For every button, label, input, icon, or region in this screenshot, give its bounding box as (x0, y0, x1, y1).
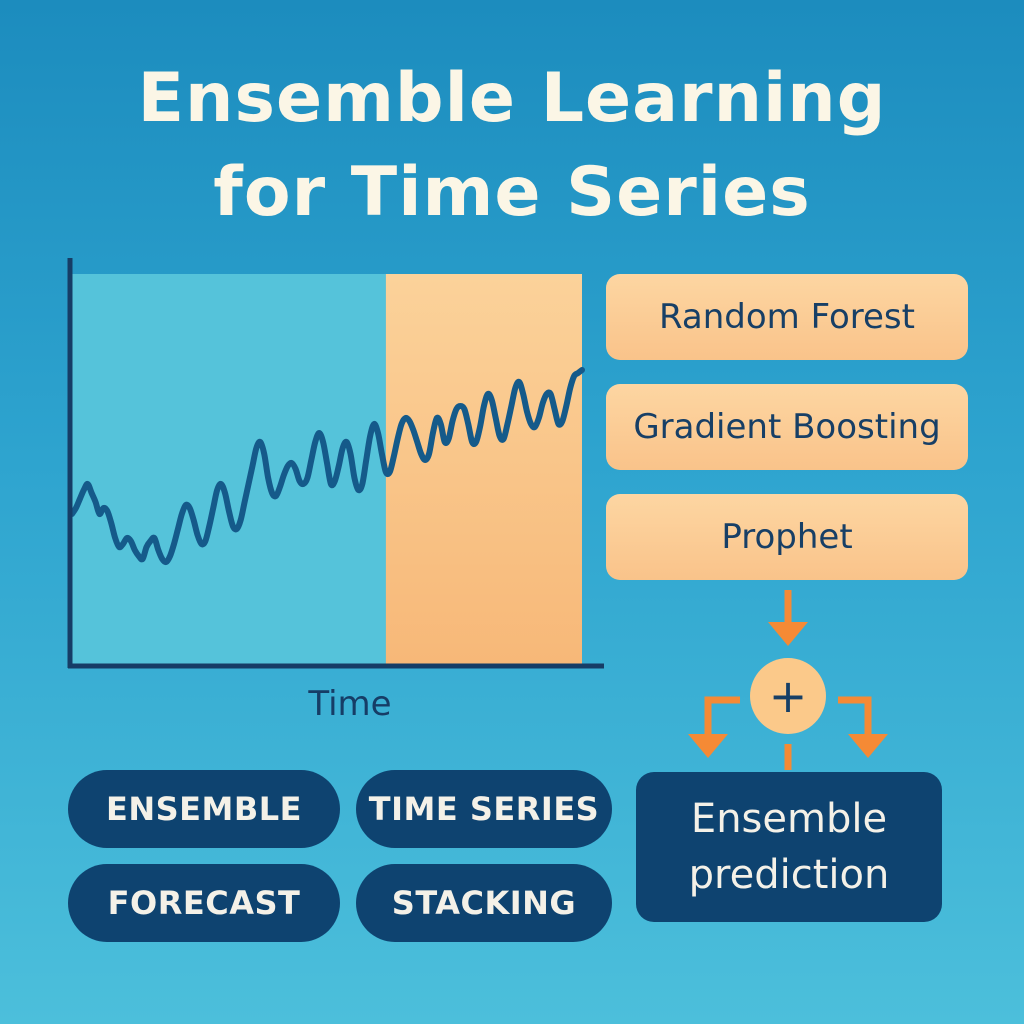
x-axis-label: Time (308, 684, 392, 724)
result-line-2: prediction (688, 852, 890, 898)
title-line-1: Ensemble Learning (137, 59, 887, 138)
arrow-head-left-branch-icon (688, 734, 728, 758)
model-gradient-boosting: Gradient Boosting (606, 384, 968, 470)
title-line-2: for Time Series (213, 153, 811, 232)
tag-forecast: FORECAST (68, 864, 340, 942)
forecast-region (385, 274, 582, 664)
arrow-right-branch (838, 696, 872, 736)
model-prophet: Prophet (606, 494, 968, 580)
arrow-head-right-branch-icon (848, 734, 888, 758)
arrow-left-branch (704, 696, 740, 736)
model-random-forest: Random Forest (606, 274, 968, 360)
series-line (69, 367, 585, 566)
page-title: Ensemble Learning for Time Series (0, 52, 1024, 240)
tag-stacking: STACKING (356, 864, 612, 942)
tag-ensemble: ENSEMBLE (68, 770, 340, 848)
result-line-1: Ensemble (690, 796, 888, 842)
history-region (72, 274, 386, 664)
tag-time-series: TIME SERIES (356, 770, 612, 848)
arrow-head-down-icon (768, 622, 808, 646)
combine-plus-icon: + (750, 658, 826, 734)
ensemble-prediction-box: Ensemble prediction (636, 772, 942, 922)
